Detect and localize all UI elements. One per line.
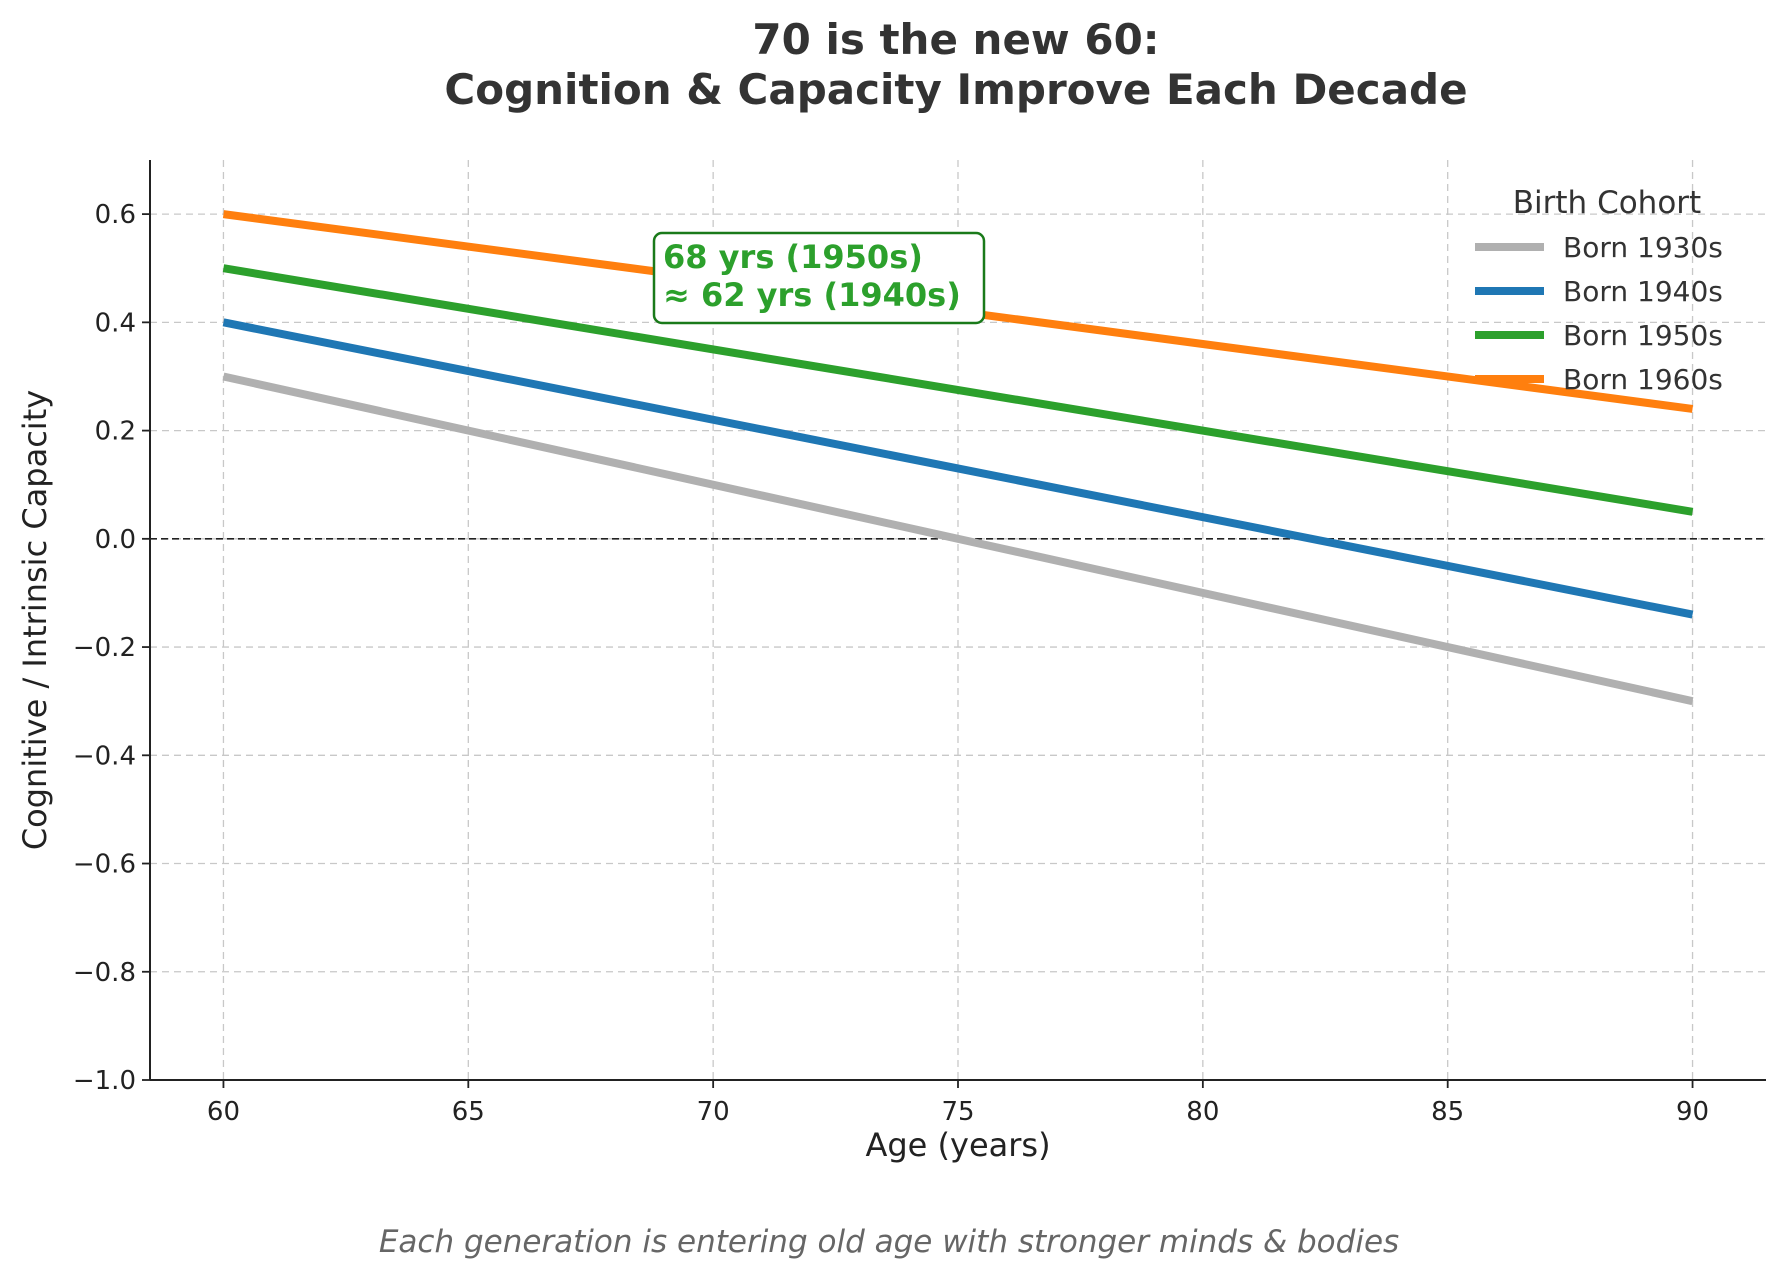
annotation-line-2: ≈ 62 yrs (1940s) <box>663 276 961 314</box>
y-tick-label: 0.6 <box>95 200 136 230</box>
legend-title: Birth Cohort <box>1513 185 1701 221</box>
caption: Each generation is entering old age with… <box>379 1224 1399 1260</box>
chart-title: 70 is the new 60: Cognition & Capacity I… <box>444 15 1467 114</box>
x-tick-label: 75 <box>941 1097 974 1127</box>
series-lines <box>222 210 1694 706</box>
series-line-born-1950s <box>222 264 1694 516</box>
annotation-frame <box>652 231 986 325</box>
y-tick-label: −0.2 <box>73 633 136 663</box>
y-tick-label: −1.0 <box>73 1066 136 1096</box>
legend-label: Born 1950s <box>1563 319 1723 352</box>
x-tick-label: 60 <box>207 1097 240 1127</box>
x-tick-label: 85 <box>1431 1097 1464 1127</box>
legend-items: Born 1930s Born 1940s Born 1950s Born 1960s <box>1475 231 1723 396</box>
annotation-line-1: 68 yrs (1950s) <box>663 238 923 276</box>
x-ticks: 60 65 70 75 80 85 90 <box>207 1080 1709 1127</box>
y-tick-label: −0.8 <box>73 958 136 988</box>
title-line-2: Cognition & Capacity Improve Each Decade <box>444 65 1467 114</box>
y-axis-label: Cognitive / Intrinsic Capacity <box>16 390 54 850</box>
series-line-born-1940s <box>222 318 1694 619</box>
y-tick-label: 0.4 <box>95 308 136 338</box>
x-axis-label: Age (years) <box>865 1126 1050 1164</box>
legend-label: Born 1940s <box>1563 275 1723 308</box>
legend-label: Born 1960s <box>1563 363 1723 396</box>
y-tick-label: 0.2 <box>95 417 136 447</box>
title-line-1: 70 is the new 60: <box>752 15 1159 64</box>
x-tick-label: 80 <box>1186 1097 1219 1127</box>
y-ticks: −1.0 −0.8 −0.6 −0.4 −0.2 0.0 0.2 0.4 0.6 <box>73 200 150 1096</box>
annotation-box: 68 yrs (1950s) ≈ 62 yrs (1940s) <box>652 231 986 325</box>
y-tick-label: −0.6 <box>73 850 136 880</box>
x-tick-label: 70 <box>697 1097 730 1127</box>
series-line-born-1930s <box>222 372 1694 706</box>
legend-label: Born 1930s <box>1563 231 1723 264</box>
x-tick-label: 65 <box>452 1097 485 1127</box>
y-tick-label: −0.4 <box>73 741 136 771</box>
y-tick-label: 0.0 <box>95 525 136 555</box>
x-tick-label: 90 <box>1676 1097 1709 1127</box>
